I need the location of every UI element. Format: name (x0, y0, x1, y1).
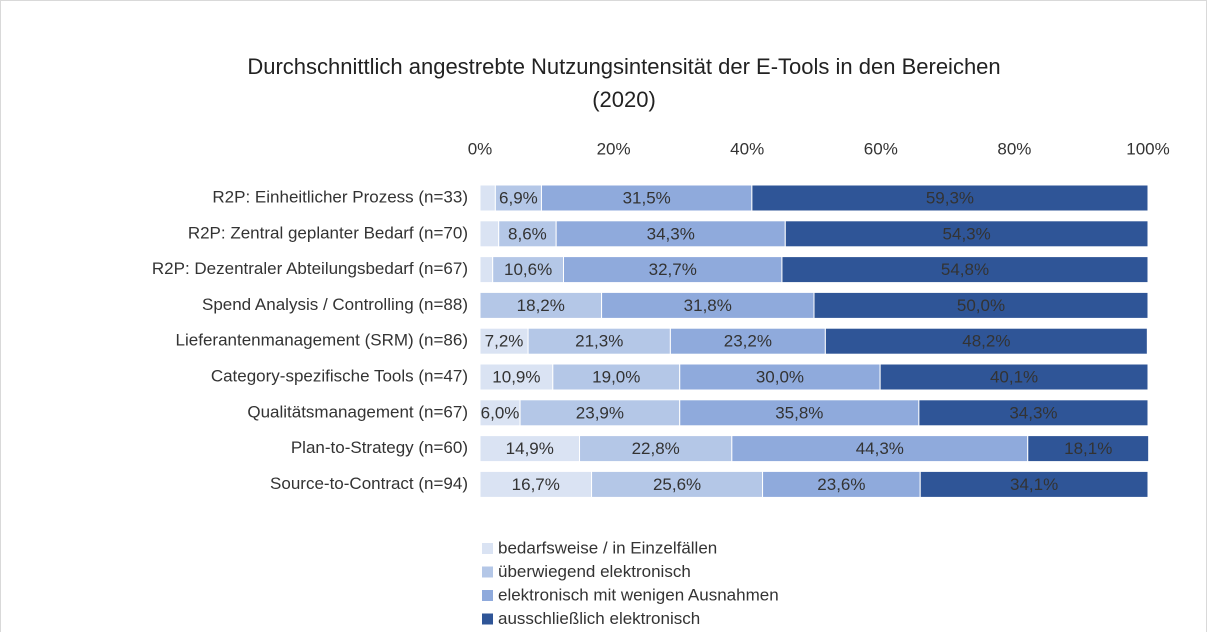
bar-segment (784, 220, 1149, 248)
legend-swatch (482, 590, 493, 601)
x-tick-label: 40% (730, 139, 764, 158)
category-label: Lieferantenmanagement (SRM) (n=86) (176, 331, 468, 350)
data-label: 31,5% (623, 188, 671, 207)
legend-swatch (482, 543, 493, 554)
bar-segment (498, 220, 557, 248)
bar-segment (918, 399, 1149, 427)
bar-segment (479, 363, 554, 391)
data-label: 6,0% (481, 403, 520, 422)
data-label: 22,8% (632, 439, 680, 458)
bar-segment (669, 327, 826, 355)
bar-segment (492, 256, 564, 284)
x-tick-label: 20% (597, 139, 631, 158)
data-label: 16,7% (512, 475, 560, 494)
legend-swatch (482, 566, 493, 578)
category-label: Qualitätsmanagement (n=67) (247, 402, 468, 421)
bar-segment (479, 256, 494, 284)
data-label: 7,2% (485, 332, 524, 351)
data-label: 23,2% (724, 332, 772, 351)
bar-segment (519, 399, 681, 427)
bar-segment (781, 256, 1149, 284)
bar-segment (479, 435, 581, 463)
data-label: 18,2% (517, 296, 565, 315)
legend-swatch (482, 613, 493, 625)
bar-segment (479, 470, 593, 498)
bar-segment (679, 363, 881, 391)
data-label: 34,3% (1009, 403, 1057, 422)
data-label: 25,6% (653, 475, 701, 494)
data-label: 23,6% (817, 475, 865, 494)
bar-segment (479, 327, 529, 355)
bar-segment (563, 256, 783, 284)
bar-segment (479, 184, 496, 212)
x-tick-label: 100% (1126, 139, 1169, 158)
data-label: 18,1% (1064, 439, 1112, 458)
bar-segment (552, 363, 681, 391)
x-tick-label: 60% (864, 139, 898, 158)
legend-label: ausschließlich elektronisch (498, 609, 700, 628)
bar-segment (579, 435, 733, 463)
bar-segment (601, 291, 815, 319)
bar-segment (824, 327, 1148, 355)
data-label: 35,8% (775, 403, 823, 422)
bar-segment (813, 291, 1149, 319)
bar-segment (679, 399, 920, 427)
data-label: 30,0% (756, 367, 804, 386)
data-label: 8,6% (508, 224, 547, 243)
bar-segment (919, 470, 1149, 498)
bar-segment (479, 399, 521, 427)
data-label: 32,7% (649, 260, 697, 279)
bar-segment (879, 363, 1149, 391)
legend-label: bedarfsweise / in Einzelfällen (498, 538, 717, 557)
bar-segment (527, 327, 671, 355)
data-label: 10,6% (504, 260, 552, 279)
category-label: R2P: Dezentraler Abteilungsbedarf (n=67) (152, 259, 468, 278)
category-label: Source-to-Contract (n=94) (270, 474, 468, 493)
category-label: Spend Analysis / Controlling (n=88) (202, 295, 468, 314)
data-label: 50,0% (957, 296, 1005, 315)
data-label: 44,3% (856, 439, 904, 458)
data-label: 10,9% (492, 367, 540, 386)
legend-label: elektronisch mit wenigen Ausnahmen (498, 585, 779, 604)
bar-segment (555, 220, 786, 248)
bar-segment (591, 470, 764, 498)
category-label: Category-spezifische Tools (n=47) (211, 366, 468, 385)
data-label: 59,3% (926, 188, 974, 207)
data-label: 31,8% (684, 296, 732, 315)
data-label: 14,9% (506, 439, 554, 458)
category-label: Plan-to-Strategy (n=60) (291, 438, 468, 457)
data-label: 48,2% (962, 332, 1010, 351)
chart-title: Durchschnittlich angestrebte Nutzungsint… (247, 54, 1001, 112)
data-label: 40,1% (990, 367, 1038, 386)
data-label: 19,0% (592, 367, 640, 386)
bar-segment (751, 184, 1149, 212)
category-label: R2P: Zentral geplanter Bedarf (n=70) (188, 223, 468, 242)
data-label: 34,1% (1010, 475, 1058, 494)
bar-segment (762, 470, 921, 498)
data-label: 21,3% (575, 332, 623, 351)
data-label: 6,9% (499, 188, 538, 207)
data-label: 23,9% (576, 403, 624, 422)
bar-segment (479, 220, 500, 248)
x-tick-label: 0% (468, 139, 493, 158)
bar-segment (731, 435, 1029, 463)
bar-segment (540, 184, 753, 212)
data-label: 54,3% (943, 224, 991, 243)
bar-segment (494, 184, 542, 212)
data-label: 54,8% (941, 260, 989, 279)
legend-label: überwiegend elektronisch (498, 562, 691, 581)
category-label: R2P: Einheitlicher Prozess (n=33) (212, 187, 468, 206)
x-tick-label: 80% (997, 139, 1031, 158)
data-label: 34,3% (647, 224, 695, 243)
bar-segment (1027, 435, 1150, 463)
